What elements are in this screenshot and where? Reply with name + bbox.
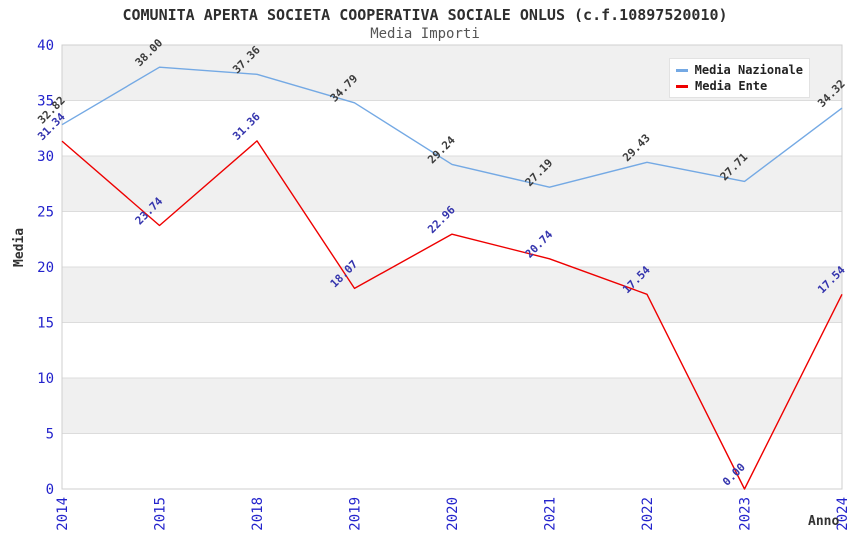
legend-item-media-nazionale: Media Nazionale	[676, 63, 803, 77]
series-line-media-nazionale	[61, 66, 843, 188]
y-tick-label: 15	[37, 316, 54, 332]
legend-label-media-nazionale: Media Nazionale	[694, 63, 803, 77]
series-line-media-ente	[61, 140, 843, 490]
y-tick-label: 35	[37, 94, 54, 110]
x-tick-label: 2021	[543, 497, 559, 531]
plot-border	[61, 44, 843, 490]
x-tick-label: 2014	[55, 497, 71, 531]
x-tick-label: 2024	[835, 497, 850, 531]
y-tick-label: 25	[37, 205, 54, 221]
x-tick-label: 2022	[640, 497, 656, 531]
data-label: 0.00	[720, 461, 748, 489]
y-tick-label: 30	[37, 149, 54, 165]
x-tick-label: 2023	[738, 497, 754, 531]
x-tick-label: 2020	[445, 497, 461, 531]
y-tick-label: 10	[37, 371, 54, 387]
y-tick-label: 0	[46, 482, 54, 498]
y-tick-label: 40	[37, 38, 54, 54]
x-axis-title: Anno	[808, 514, 840, 529]
x-tick-label: 2018	[250, 497, 266, 531]
plot-band	[62, 156, 842, 212]
legend-label-media-ente: Media Ente	[695, 79, 768, 93]
legend-item-media-ente: Media Ente	[676, 79, 803, 93]
data-label: 31.36	[230, 110, 263, 143]
x-tick-label: 2019	[348, 497, 364, 531]
legend-swatch-media-nazionale-icon	[676, 68, 688, 72]
chart-title: COMUNITA APERTA SOCIETA COOPERATIVA SOCI…	[122, 6, 728, 24]
legend-swatch-media-ente-icon	[676, 84, 688, 88]
x-tick-label: 2015	[153, 497, 169, 531]
chart-subtitle: Media Importi	[370, 26, 480, 42]
y-tick-label: 20	[37, 260, 54, 276]
legend: Media Nazionale Media Ente	[669, 58, 810, 98]
plot-band	[62, 378, 842, 434]
plot-band	[62, 267, 842, 323]
y-axis-title: Media	[12, 227, 27, 267]
y-tick-label: 5	[46, 427, 54, 443]
